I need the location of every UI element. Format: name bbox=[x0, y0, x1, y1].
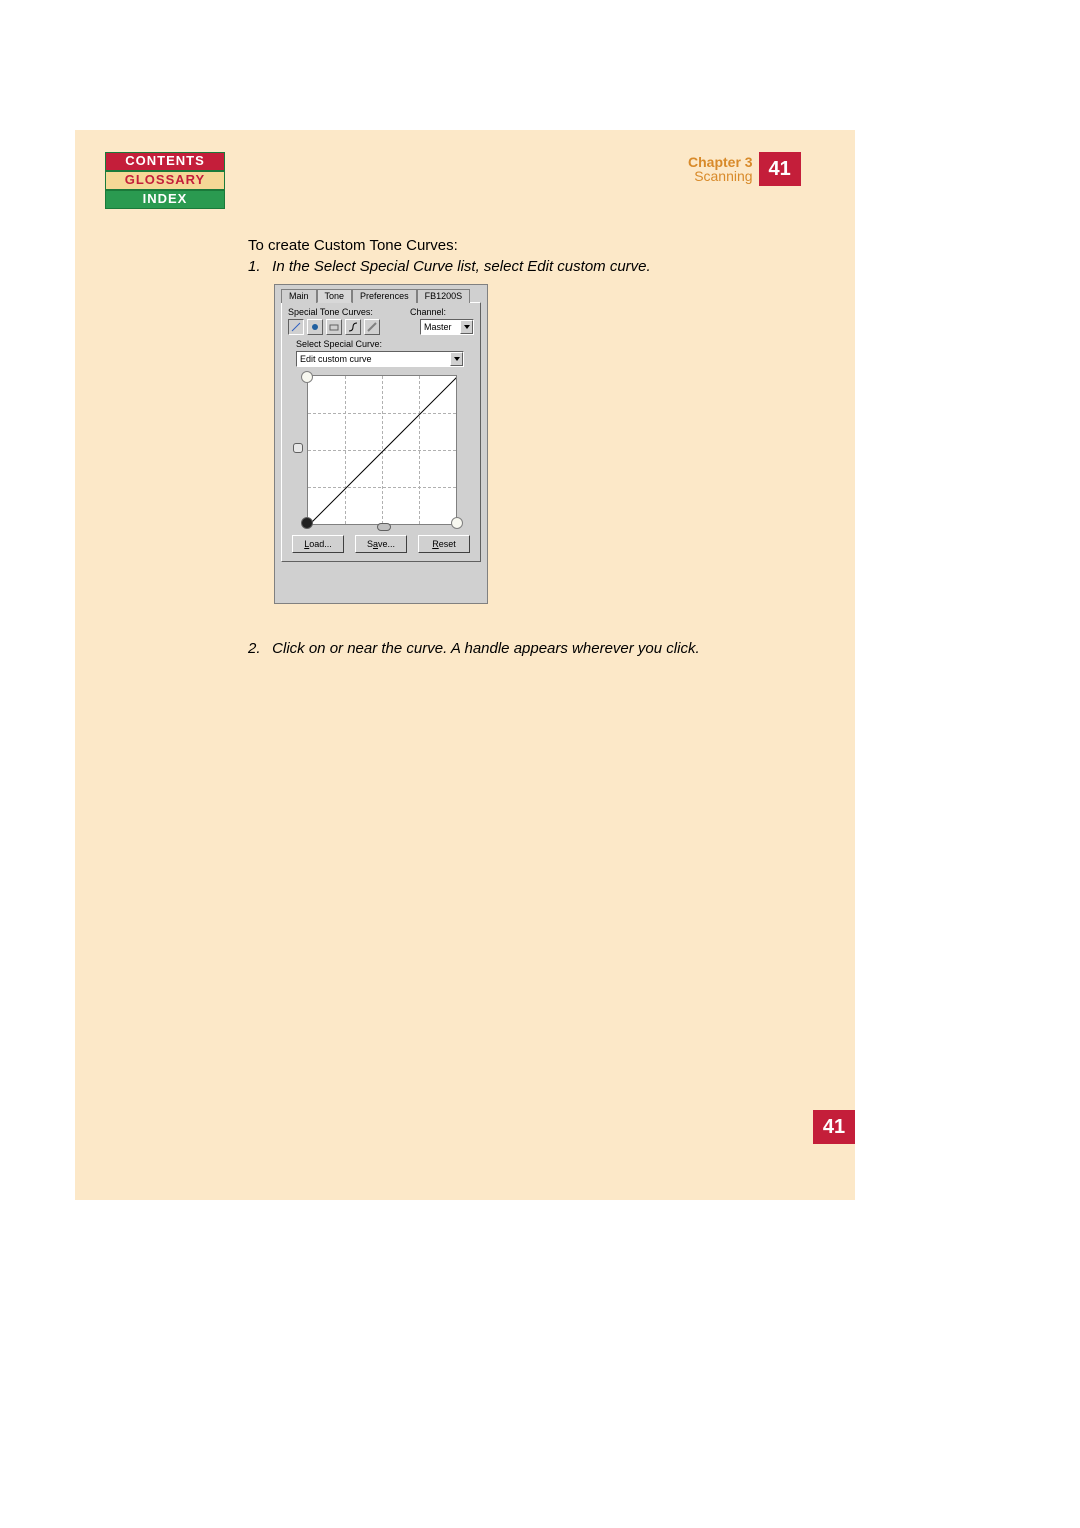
special-tone-label: Special Tone Curves: bbox=[288, 307, 373, 317]
channel-label: Channel: bbox=[410, 307, 446, 317]
highlight-slider-top[interactable] bbox=[301, 371, 313, 383]
chevron-down-icon[interactable] bbox=[460, 320, 473, 334]
channel-select-value: Master bbox=[424, 322, 452, 332]
body-content: To create Custom Tone Curves: 1. In the … bbox=[248, 237, 808, 279]
section-name: Scanning bbox=[688, 169, 753, 183]
glossary-button[interactable]: GLOSSARY bbox=[105, 171, 225, 190]
reset-button[interactable]: Reset bbox=[418, 535, 470, 553]
tab-main[interactable]: Main bbox=[281, 289, 317, 303]
procedure-heading: To create Custom Tone Curves: bbox=[248, 237, 808, 254]
dialog-tabs: Main Tone Preferences FB1200S bbox=[275, 285, 487, 302]
tab-model[interactable]: FB1200S bbox=[417, 289, 471, 303]
special-curve-select[interactable]: Edit custom curve bbox=[296, 351, 464, 367]
step-2-text: Click on or near the curve. A handle app… bbox=[272, 640, 699, 657]
chevron-down-icon[interactable] bbox=[450, 352, 463, 366]
contents-button[interactable]: CONTENTS bbox=[105, 152, 225, 171]
tone-curve-line[interactable] bbox=[308, 376, 456, 524]
panel-top-labels: Special Tone Curves: Channel: bbox=[288, 307, 474, 317]
select-special-label: Select Special Curve: bbox=[296, 339, 474, 349]
load-button[interactable]: Load... bbox=[292, 535, 344, 553]
step-2: 2. Click on or near the curve. A handle … bbox=[248, 640, 808, 657]
auto-curve-icon[interactable] bbox=[307, 319, 323, 335]
highlight-slider-bottom[interactable] bbox=[451, 517, 463, 529]
page-number-badge-top: 41 bbox=[759, 152, 801, 186]
tone-toolbar: Master bbox=[288, 319, 474, 335]
tone-dialog: Main Tone Preferences FB1200S Special To… bbox=[274, 284, 488, 604]
save-button[interactable]: Save... bbox=[355, 535, 407, 553]
contrast-curve-icon[interactable] bbox=[345, 319, 361, 335]
step-1: 1. In the Select Special Curve list, sel… bbox=[248, 258, 808, 275]
chapter-number: Chapter 3 bbox=[688, 155, 753, 169]
chapter-label: Chapter 3 Scanning bbox=[688, 155, 753, 183]
flat-curve-icon[interactable] bbox=[326, 319, 342, 335]
special-curve-value: Edit custom curve bbox=[300, 354, 372, 364]
nav-button-group: CONTENTS GLOSSARY INDEX bbox=[105, 152, 225, 209]
page-number-badge-bottom: 41 bbox=[813, 1110, 855, 1144]
page-header: Chapter 3 Scanning 41 bbox=[688, 152, 1080, 186]
curve-grid[interactable] bbox=[307, 375, 457, 525]
shadow-slider[interactable] bbox=[301, 517, 313, 529]
step-1-number: 1. bbox=[248, 258, 268, 275]
curve-button-row: Load... Save... Reset bbox=[288, 535, 474, 553]
tab-tone[interactable]: Tone bbox=[317, 289, 353, 303]
midtone-slider-left[interactable] bbox=[293, 443, 303, 453]
step-1-text: In the Select Special Curve list, select… bbox=[272, 258, 651, 275]
index-button[interactable]: INDEX bbox=[105, 190, 225, 209]
curve-editor[interactable] bbox=[293, 371, 469, 529]
midtone-slider-bottom[interactable] bbox=[377, 523, 391, 531]
step-2-number: 2. bbox=[248, 640, 268, 657]
reset-curve-icon[interactable] bbox=[288, 319, 304, 335]
custom-curve-icon[interactable] bbox=[364, 319, 380, 335]
tab-preferences[interactable]: Preferences bbox=[352, 289, 417, 303]
tone-panel: Special Tone Curves: Channel: Master Sel… bbox=[281, 302, 481, 562]
channel-select[interactable]: Master bbox=[420, 319, 474, 335]
